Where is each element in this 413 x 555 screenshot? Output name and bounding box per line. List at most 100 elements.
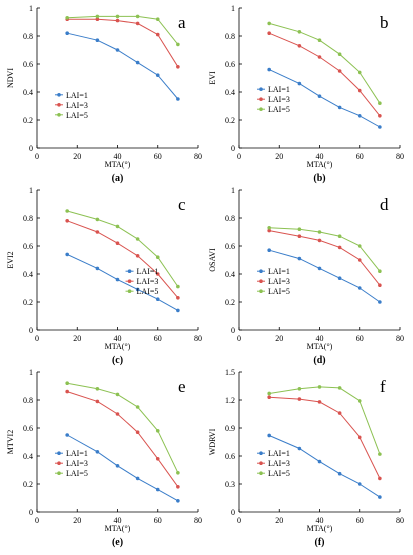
legend-label: LAI=5 <box>268 105 290 114</box>
panel-letter: a <box>178 13 186 32</box>
y-tick-label: 0.8 <box>23 214 33 223</box>
y-tick-label: 0.4 <box>23 270 33 279</box>
x-tick-label: 20 <box>275 152 283 161</box>
data-point <box>267 248 271 252</box>
legend-swatch-marker <box>259 279 263 284</box>
y-tick-label: 0.4 <box>23 88 33 97</box>
data-point <box>357 399 362 403</box>
x-axis-label: MTA(°) <box>307 524 333 533</box>
data-point <box>155 32 160 37</box>
panel-letter: e <box>178 377 186 396</box>
y-tick-label: 0.4 <box>225 270 235 279</box>
legend-label: LAI=3 <box>66 101 88 110</box>
x-tick-label: 60 <box>356 516 364 525</box>
chart-panel-c: 0 0.2 0.4 0.6 0.8 1 0 20 40 60 80 MTA(°) EVI2 c (c) LAI… <box>6 186 202 366</box>
y-tick-label: 0.8 <box>23 32 33 41</box>
y-tick-label: 0 <box>29 326 33 335</box>
legend-label: LAI=3 <box>268 459 290 468</box>
data-point <box>297 234 302 238</box>
y-tick-label: 0.6 <box>225 242 235 251</box>
data-point <box>357 286 362 290</box>
y-axis-label: OSAVI <box>208 248 217 272</box>
y-tick-label: 0.3 <box>225 480 235 489</box>
data-point <box>115 14 120 19</box>
legend-label: LAI=3 <box>268 277 290 286</box>
data-point <box>176 471 180 475</box>
x-axis-label: MTA(°) <box>307 160 333 169</box>
legend-label: LAI=1 <box>66 449 88 458</box>
data-point <box>317 230 322 234</box>
data-point <box>95 217 100 222</box>
legend-label: LAI=5 <box>66 469 88 478</box>
y-tick-label: 0.8 <box>23 396 33 405</box>
legend-swatch-marker <box>259 97 263 101</box>
x-tick-label: 60 <box>154 516 162 525</box>
data-point <box>65 219 69 223</box>
legend-label: LAI=1 <box>268 267 290 276</box>
data-point <box>267 31 271 35</box>
data-point <box>267 228 271 233</box>
x-tick-label: 80 <box>396 152 404 161</box>
panel-letter: f <box>380 377 386 396</box>
data-point <box>337 471 342 476</box>
y-tick-label: 0 <box>231 508 235 517</box>
data-point <box>378 269 382 274</box>
data-point <box>267 433 271 438</box>
x-tick-label: 80 <box>194 516 202 525</box>
data-point <box>317 459 322 464</box>
data-point <box>357 88 362 93</box>
data-point <box>357 114 362 118</box>
legend-swatch-marker <box>127 289 132 294</box>
data-point <box>135 237 140 241</box>
panel-caption: (a) <box>112 173 124 184</box>
x-tick-label: 20 <box>275 334 283 343</box>
y-tick-label: 1 <box>29 368 33 377</box>
series-line-LAI=1 <box>268 69 381 128</box>
x-tick-label: 0 <box>35 516 39 525</box>
data-point <box>378 452 382 456</box>
data-point <box>176 499 180 503</box>
data-point <box>337 69 342 73</box>
legend-swatch-marker <box>57 103 61 107</box>
data-point <box>297 256 302 261</box>
series-line-LAI=1 <box>269 249 381 303</box>
y-tick-label: 0.4 <box>23 452 33 461</box>
series-line-LAI=3 <box>67 220 179 299</box>
series-line-LAI=3 <box>67 18 179 68</box>
data-point <box>95 17 100 22</box>
series-line-LAI=5 <box>67 382 179 474</box>
y-tick-label: 1 <box>231 186 235 195</box>
data-point <box>337 234 342 238</box>
data-point <box>317 266 322 271</box>
data-point <box>297 446 302 451</box>
data-point <box>135 287 140 292</box>
data-point <box>115 412 120 416</box>
x-tick-label: 0 <box>237 334 241 343</box>
x-tick-label: 40 <box>114 334 122 343</box>
data-point <box>95 38 100 42</box>
data-point <box>155 272 160 276</box>
y-tick-label: 0.6 <box>23 60 33 69</box>
data-point <box>65 252 69 257</box>
panel-letter: d <box>380 195 389 214</box>
x-axis-label: MTA(°) <box>105 160 131 169</box>
legend-swatch-marker <box>259 471 263 476</box>
data-point <box>357 258 362 262</box>
legend-swatch-marker <box>259 269 263 274</box>
x-tick-label: 20 <box>275 516 283 525</box>
data-point <box>176 308 180 313</box>
y-tick-label: 0.6 <box>23 242 33 251</box>
data-point <box>176 296 180 300</box>
data-point <box>267 226 271 230</box>
y-tick-label: 0 <box>29 508 33 517</box>
legend-swatch-marker <box>57 451 61 456</box>
y-tick-label: 0 <box>29 144 33 153</box>
data-point <box>337 411 342 415</box>
series-line-LAI=3 <box>269 32 381 117</box>
panel-letter: c <box>178 195 186 214</box>
data-point <box>317 400 322 404</box>
panel-letter: b <box>380 13 389 32</box>
series-line-LAI=5 <box>269 227 381 272</box>
